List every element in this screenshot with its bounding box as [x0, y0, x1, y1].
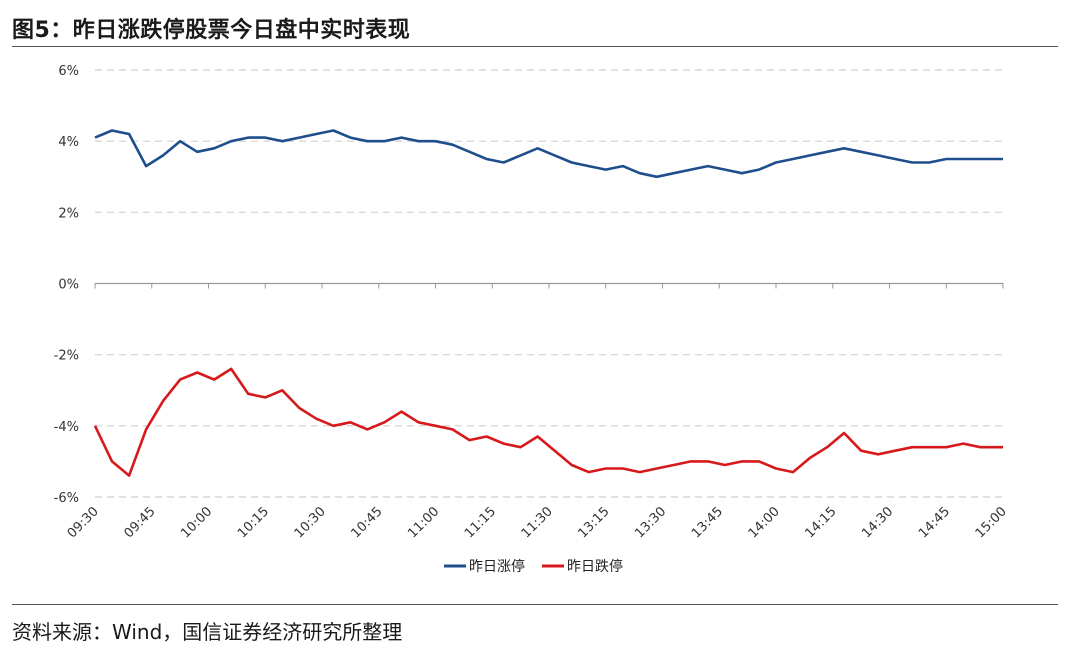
series-line-limit-up	[94, 129, 1003, 179]
x-tick-label: 14:45	[916, 504, 953, 541]
x-tick-label: 09:45	[121, 504, 158, 541]
x-tick-label: 11:15	[462, 504, 499, 541]
series-lines	[93, 129, 1003, 477]
legend-label: 昨日涨停	[469, 558, 525, 575]
chart-title: 图5：昨日涨跌停股票今日盘中实时表现	[12, 18, 411, 43]
y-tick-label: -4%	[54, 420, 79, 435]
y-axis-ticks: 6% 4% 2% 0% -2% -4% -6%	[54, 64, 79, 506]
x-tick-label: 15:00	[973, 504, 1010, 541]
x-tick-label: 10:00	[178, 504, 215, 541]
x-tick-label: 13:30	[632, 504, 669, 541]
x-tick-label: 11:30	[519, 504, 556, 541]
x-tick-label: 10:30	[292, 504, 329, 541]
x-tick-label: 10:45	[348, 504, 385, 541]
x-tick-label: 11:00	[405, 504, 442, 541]
y-tick-label: -6%	[54, 491, 79, 506]
x-tick-label: 14:15	[802, 504, 839, 541]
y-tick-label: -2%	[54, 349, 79, 364]
y-tick-label: 0%	[58, 278, 79, 293]
x-tick-label: 13:45	[689, 504, 726, 541]
y-tick-label: 4%	[58, 135, 79, 150]
y-tick-label: 2%	[58, 206, 79, 221]
y-tick-label: 6%	[58, 64, 79, 79]
x-tick-label: 14:00	[746, 504, 783, 541]
grid-lines	[95, 69, 1003, 498]
x-tick-label: 14:30	[859, 504, 896, 541]
x-tick-label: 09:30	[65, 504, 102, 541]
footer-divider	[12, 604, 1058, 605]
title-divider	[12, 46, 1058, 47]
x-tick-label: 10:15	[235, 504, 272, 541]
series-line-limit-down	[93, 367, 1003, 477]
source-note: 资料来源：Wind，国信证券经济研究所整理	[12, 620, 403, 644]
legend: 昨日涨停 昨日跌停	[444, 558, 623, 575]
x-axis: 09:30 09:45 10:00 10:15 10:30 10:45 11:00 11:15…	[65, 282, 1010, 541]
legend-label: 昨日跌停	[567, 558, 623, 575]
line-chart: 6% 4% 2% 0% -2% -4% -6% 09:30 09:45 10:00 10:15 10…	[54, 64, 1010, 575]
x-tick-label: 13:15	[575, 504, 612, 541]
